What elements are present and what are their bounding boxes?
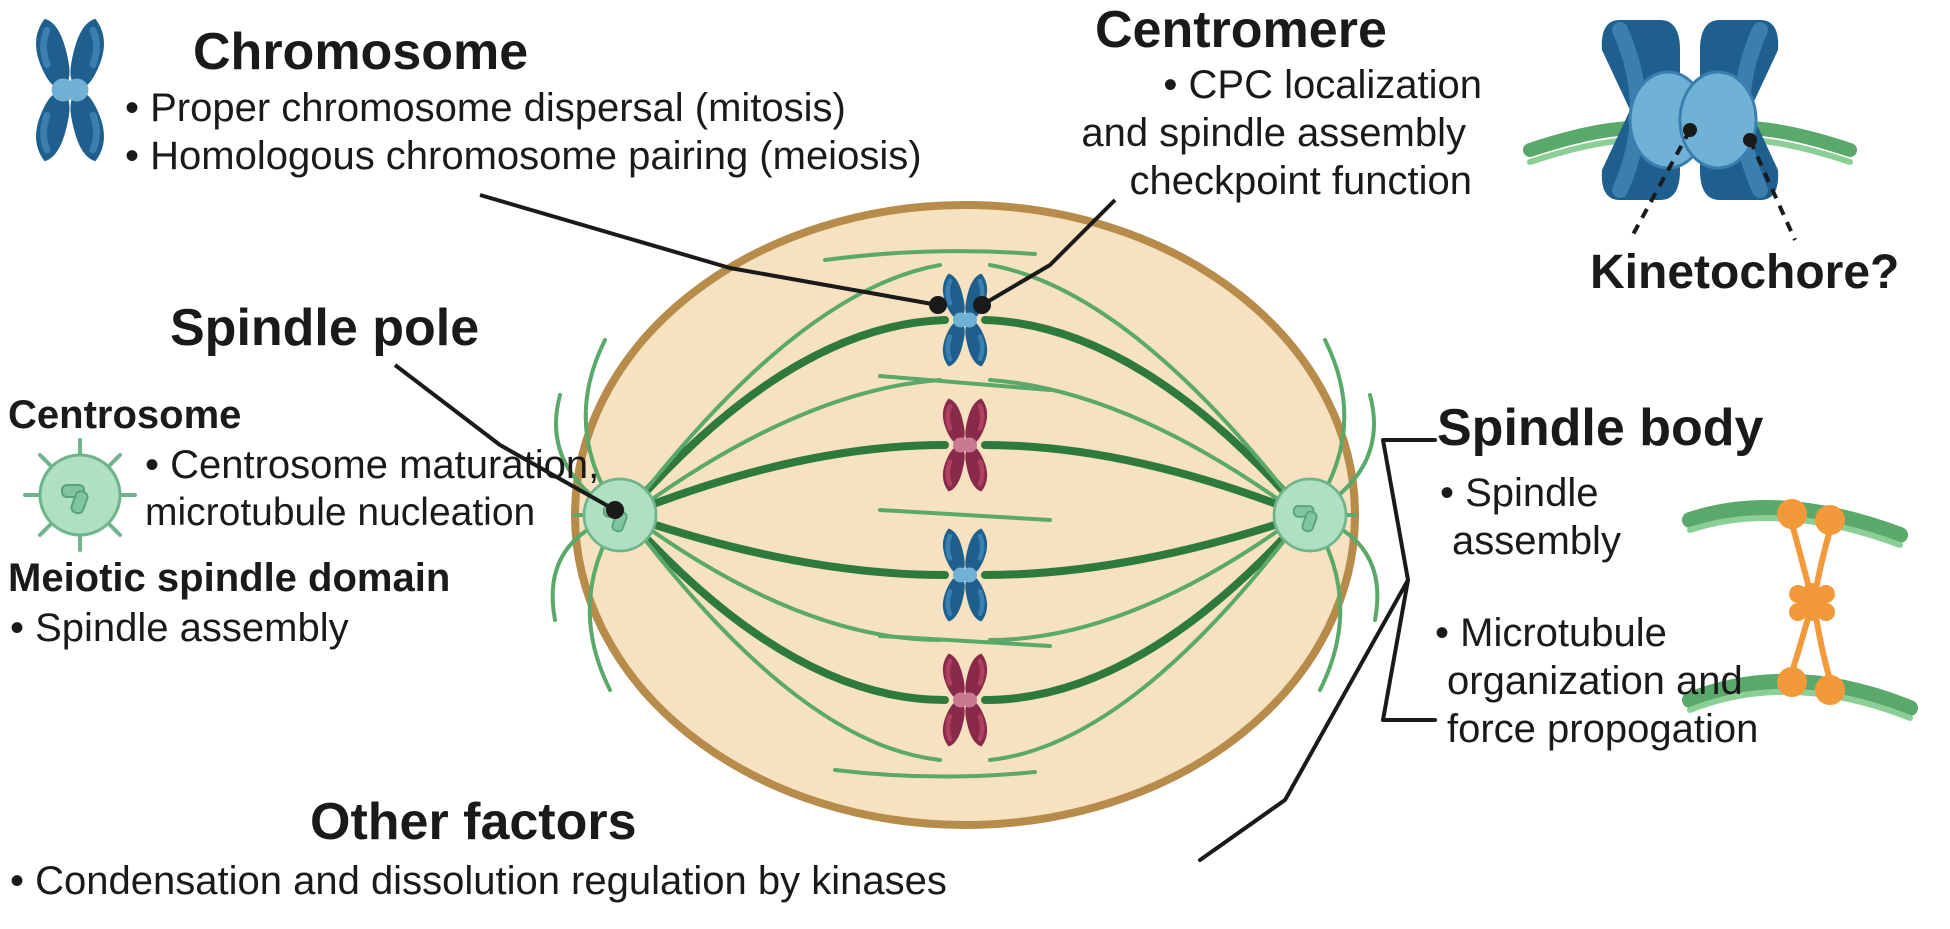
kinetochore-label: Kinetochore? xyxy=(1590,245,1899,302)
centromere-title: Centromere xyxy=(1095,0,1387,61)
meiotic-bullet-1: • Spindle assembly xyxy=(10,605,349,652)
spindle-body-bullet-a1: • Spindle xyxy=(1440,470,1599,517)
spindle-pole-title: Spindle pole xyxy=(170,298,479,359)
spindle-body-bullet-b2: organization and xyxy=(1447,658,1743,705)
centrosome-icon xyxy=(25,440,135,550)
chromosome-bullet-1: • Proper chromosome dispersal (mitosis) xyxy=(125,85,846,132)
centrosome-subhead: Centrosome xyxy=(8,392,241,439)
cell-body xyxy=(575,205,1355,825)
microtubules xyxy=(553,251,1378,776)
diagram-stage: Chromosome • Proper chromosome dispersal… xyxy=(0,0,1950,929)
centrosome-bullet-1: • Centrosome maturation, xyxy=(145,442,599,489)
spindle-body-bullet-a2: assembly xyxy=(1452,518,1621,565)
chromosome-icon xyxy=(36,19,104,162)
centromere-icon xyxy=(1530,20,1850,240)
chromosome-bullet-2: • Homologous chromosome pairing (meiosis… xyxy=(125,133,922,180)
spindle-body-title: Spindle body xyxy=(1437,398,1763,459)
centrosome-bullet-2: microtubule nucleation xyxy=(145,490,535,536)
meiotic-subhead: Meiotic spindle domain xyxy=(8,555,450,602)
other-factors-bullet-1: • Condensation and dissolution regulatio… xyxy=(10,858,947,905)
other-factors-title: Other factors xyxy=(310,792,637,853)
centromere-bullet-1: • CPC localization xyxy=(1082,62,1482,109)
spindle-body-bullet-b3: force propogation xyxy=(1447,706,1758,753)
spindle-body-bullet-b1: • Microtubule xyxy=(1435,610,1667,657)
chromosome-title: Chromosome xyxy=(193,22,528,83)
centromere-bullet-2: and spindle assembly xyxy=(1066,110,1466,157)
centromere-bullet-3: checkpoint function xyxy=(1072,158,1472,205)
